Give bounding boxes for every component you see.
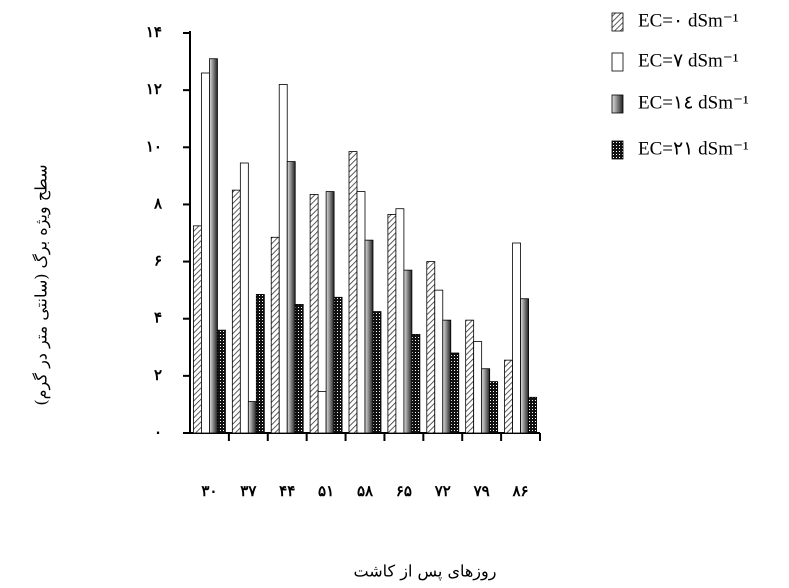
y-tick-label: ۱۴ [146, 23, 162, 41]
x-tick-label: ۵۱ [318, 482, 334, 500]
x-tick-label: ۳۰ [201, 482, 217, 500]
bar [411, 334, 421, 434]
bar [426, 261, 436, 434]
bar [434, 289, 444, 434]
bar [512, 242, 521, 434]
x-tick-label: ۴۴ [279, 482, 295, 500]
bar [395, 208, 405, 434]
bar [286, 161, 296, 434]
bar [387, 214, 397, 434]
bar [317, 391, 327, 434]
bar [481, 368, 491, 434]
x-tick-label: ۶۵ [396, 482, 412, 500]
legend-swatch [611, 52, 624, 72]
bar [489, 381, 499, 434]
bar [403, 269, 413, 434]
bar [278, 84, 288, 434]
y-tick-label: ۶ [154, 252, 162, 270]
bar [209, 58, 218, 434]
bar [473, 341, 483, 434]
bar [450, 352, 460, 434]
y-tick-label: ۸ [153, 194, 163, 212]
y-tick-label: ۱۰ [146, 137, 162, 155]
bar [528, 396, 537, 434]
legend-label: EC=۲۱ dSm⁻¹ [638, 138, 749, 159]
bar [504, 359, 513, 434]
y-tick-label: ۱۲ [146, 80, 162, 98]
legend-label: EC=۷ dSm⁻¹ [638, 50, 739, 71]
bar [193, 225, 202, 434]
y-tick-label: ۴ [154, 309, 162, 327]
bar [333, 296, 343, 434]
x-tick-label: ۷۲ [434, 482, 451, 500]
bar [217, 329, 226, 434]
x-tick-label: ۷۹ [473, 482, 490, 500]
bar [201, 72, 210, 434]
x-axis-title: روزهای پس از کاشت [354, 562, 497, 581]
bar [255, 294, 265, 434]
bar [348, 151, 358, 434]
bar [247, 401, 257, 434]
legend-label: EC=۱٤ dSm⁻¹ [638, 92, 749, 113]
bar [520, 298, 529, 434]
x-tick-label: ۸۶ [511, 482, 528, 500]
y-tick-label: ۰ [154, 423, 162, 441]
x-tick-label: ۳۷ [240, 482, 257, 500]
bar [364, 239, 374, 434]
legend-swatch [611, 12, 624, 32]
bar [442, 319, 452, 434]
x-tick-label: ۵۸ [357, 482, 374, 500]
legend-swatch [611, 140, 624, 160]
legend-label: EC=۰ dSm⁻¹ [638, 10, 739, 31]
bar [231, 189, 241, 434]
bar [372, 311, 382, 434]
legend-swatch [611, 94, 624, 114]
bar [309, 194, 319, 434]
bar [356, 191, 366, 434]
bar [239, 162, 249, 434]
bar [325, 191, 335, 434]
bar [270, 236, 280, 434]
y-tick-label: ۲ [154, 366, 162, 384]
bar [294, 304, 304, 434]
y-axis-title: سطح ویژه برگ (سانتی متر در گرم) [32, 164, 51, 405]
bar [465, 319, 475, 434]
